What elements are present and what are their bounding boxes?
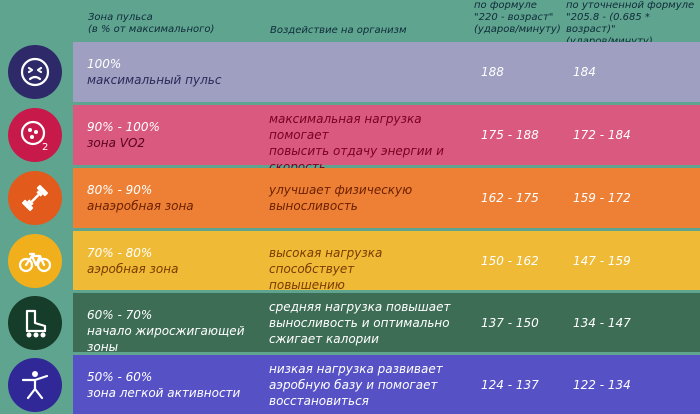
zone-percent: 70% - 80% — [87, 246, 153, 260]
table-row: 70% - 80% аэробная зона высокая нагрузка с… — [73, 231, 700, 308]
zone-name: анаэробная зона — [87, 199, 194, 213]
formula2-value: 122 - 134 — [573, 377, 631, 392]
table-row: 90% - 100% зона VO2 максимальная нагрузка … — [73, 105, 700, 174]
zone-percent: 90% - 100% — [87, 120, 160, 134]
zone-percent: 60% - 70% — [87, 308, 153, 322]
effect-text: улучшает физическую выносливость — [269, 183, 413, 213]
formula1-value: 175 - 188 — [481, 128, 539, 142]
header-formula1: по формуле "220 - возраст" (ударов/минут… — [474, 0, 561, 35]
zone-name: зона VO2 — [87, 136, 146, 150]
svg-text:2: 2 — [42, 142, 48, 152]
zone-label: 80% - 90% анаэробная зона — [87, 182, 194, 214]
formula2-value: 184 — [573, 65, 596, 79]
table-row: 100% максимальный пульс 188 184 — [73, 42, 700, 102]
zone-label: 70% - 80% аэробная зона — [87, 245, 178, 277]
table-row: 80% - 90% анаэробная зона улучшает физичес… — [73, 168, 700, 228]
formula2-value: 134 - 147 — [573, 315, 631, 330]
zone-label: 90% - 100% зона VO2 — [87, 119, 160, 151]
zone-label: 60% - 70% начало жиросжигающей зоны — [87, 307, 245, 355]
person-stretch-icon — [8, 357, 62, 412]
zone-percent: 100% — [87, 57, 122, 71]
table-header: Зона пульса (в % от максимального) Возде… — [0, 0, 700, 47]
face-icon — [8, 45, 62, 99]
table-row: 50% - 60% зона легкой активности низкая на… — [73, 355, 700, 414]
zone-label: 50% - 60% зона легкой активности — [87, 369, 240, 401]
zone-name: зона легкой активности — [87, 386, 241, 400]
zone-name: аэробная зона — [87, 262, 179, 276]
formula2-value: 172 - 184 — [573, 128, 631, 142]
header-effect: Воздействие на организм — [270, 25, 407, 36]
table-row: 60% - 70% начало жиросжигающей зоны средня… — [73, 293, 700, 355]
header-formula2: по уточненной формуле "205.8 - (0.685 * … — [566, 0, 695, 47]
effect-text: максимальная нагрузка помогает повысить … — [269, 112, 444, 174]
zone-label: 100% максимальный пульс — [87, 56, 221, 88]
formula1-value: 188 — [481, 65, 504, 79]
oxygen-icon: 2 — [8, 108, 62, 162]
dumbbell-icon — [8, 171, 62, 225]
formula2-value: 159 - 172 — [573, 191, 631, 205]
roller-skate-icon — [8, 295, 62, 350]
zone-name: максимальный пульс — [87, 73, 222, 87]
zone-name: начало жиросжигающей зоны — [87, 324, 245, 354]
formula1-value: 137 - 150 — [481, 315, 539, 330]
zone-percent: 80% - 90% — [87, 183, 153, 197]
formula1-value: 124 - 137 — [481, 377, 539, 392]
formula1-value: 150 - 162 — [481, 253, 539, 268]
formula2-value: 147 - 159 — [573, 253, 631, 268]
bicycle-icon — [8, 233, 62, 288]
effect-text: средняя нагрузка повышает выносливость и… — [269, 300, 451, 346]
header-zone: Зона пульса (в % от максимального) — [88, 12, 215, 35]
formula1-value: 162 - 175 — [481, 191, 539, 205]
effect-text: низкая нагрузка развивает аэробную базу … — [269, 362, 443, 408]
zone-percent: 50% - 60% — [87, 370, 153, 384]
